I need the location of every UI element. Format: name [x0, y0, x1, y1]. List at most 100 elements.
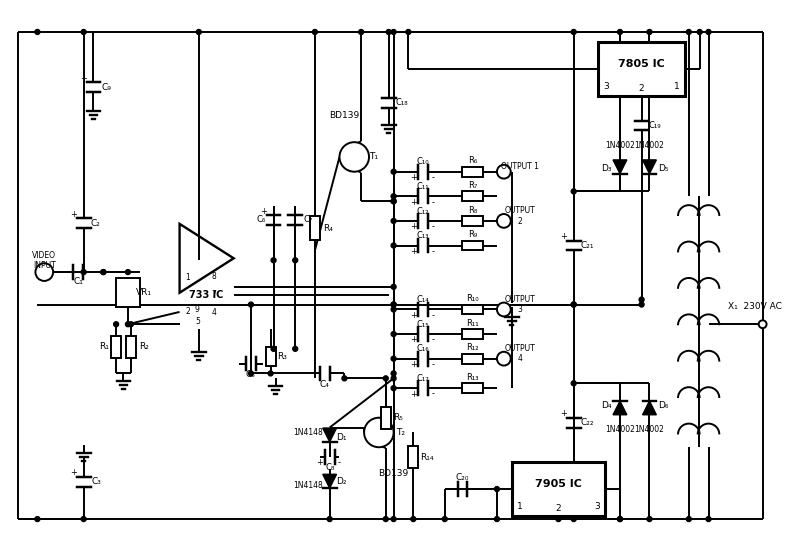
Text: 2: 2 [555, 504, 562, 513]
Bar [380, 407, 391, 429]
Bar [598, 42, 685, 96]
Bar [462, 241, 483, 251]
Circle shape [494, 517, 499, 521]
Text: VIDEO
INPUT: VIDEO INPUT [32, 251, 56, 270]
Text: 2: 2 [185, 307, 190, 316]
Polygon shape [323, 474, 336, 488]
Bar [266, 347, 275, 366]
Circle shape [392, 517, 396, 521]
Text: -: - [431, 198, 434, 207]
Circle shape [36, 263, 53, 281]
Text: C₂₁: C₂₁ [581, 241, 594, 250]
Text: 5: 5 [195, 317, 200, 326]
Text: 7805 IC: 7805 IC [619, 59, 665, 69]
Bar [462, 329, 483, 339]
Circle shape [392, 302, 396, 307]
Circle shape [392, 302, 396, 307]
Text: 1N4002: 1N4002 [634, 140, 664, 150]
Text: R₆: R₆ [467, 156, 477, 165]
Circle shape [639, 297, 644, 302]
Text: C₉: C₉ [101, 82, 112, 92]
Text: 3: 3 [594, 502, 600, 511]
Text: 9: 9 [195, 305, 200, 314]
Circle shape [687, 29, 691, 34]
Text: R₇: R₇ [467, 181, 477, 190]
Circle shape [114, 322, 119, 327]
Text: +: + [410, 247, 417, 256]
Text: D₃: D₃ [601, 164, 611, 173]
Bar [462, 216, 483, 226]
Text: R₈: R₈ [467, 206, 477, 215]
Circle shape [342, 376, 347, 381]
Text: +: + [410, 311, 417, 320]
Text: +: + [560, 232, 567, 241]
Circle shape [392, 284, 396, 289]
Text: +: + [410, 360, 417, 369]
Circle shape [392, 371, 396, 376]
Circle shape [639, 302, 644, 307]
Text: D₂: D₂ [336, 477, 346, 486]
Circle shape [494, 487, 499, 492]
Text: -: - [431, 247, 434, 256]
Text: +: + [260, 207, 267, 216]
Text: +: + [316, 458, 324, 467]
Text: +: + [80, 74, 87, 83]
Text: BD139: BD139 [378, 469, 409, 478]
Text: D₆: D₆ [658, 401, 668, 410]
Bar [512, 462, 605, 516]
Circle shape [759, 320, 766, 328]
Text: +: + [410, 198, 417, 207]
Circle shape [196, 29, 201, 34]
Text: C₅: C₅ [246, 370, 255, 379]
Circle shape [248, 302, 253, 307]
Circle shape [571, 517, 576, 521]
Bar [462, 354, 483, 363]
Circle shape [392, 218, 396, 223]
Circle shape [406, 29, 411, 34]
Circle shape [571, 302, 576, 307]
Text: -: - [431, 222, 434, 231]
Text: C₆: C₆ [256, 216, 266, 225]
Bar [116, 278, 140, 307]
Text: 7: 7 [211, 290, 217, 299]
Text: C₂₀: C₂₀ [456, 473, 469, 482]
Text: -: - [431, 173, 434, 182]
Circle shape [571, 29, 576, 34]
Text: +: + [410, 390, 417, 399]
Text: 8: 8 [212, 273, 217, 281]
Circle shape [571, 189, 576, 194]
Circle shape [268, 371, 273, 376]
Circle shape [411, 517, 416, 521]
Circle shape [101, 270, 106, 274]
Circle shape [392, 194, 396, 199]
Text: +: + [70, 210, 78, 219]
Text: C₁₀: C₁₀ [417, 158, 430, 166]
Circle shape [706, 29, 711, 34]
Text: BD139: BD139 [329, 111, 360, 120]
Text: 1N4002: 1N4002 [605, 425, 635, 434]
Circle shape [392, 307, 396, 312]
Text: -: - [338, 458, 341, 467]
Circle shape [384, 517, 388, 521]
Text: C₁₈: C₁₈ [396, 98, 408, 107]
Polygon shape [613, 160, 626, 174]
Polygon shape [613, 401, 626, 415]
Bar [310, 216, 320, 241]
Circle shape [392, 356, 396, 361]
Text: C₁₃: C₁₃ [417, 231, 430, 240]
Circle shape [293, 346, 297, 351]
Bar [462, 305, 483, 315]
Text: C₈: C₈ [325, 463, 335, 472]
Circle shape [327, 517, 332, 521]
Text: D₅: D₅ [658, 164, 668, 173]
Circle shape [687, 517, 691, 521]
Bar [462, 167, 483, 176]
Text: -: - [431, 360, 434, 369]
Text: C₁₇: C₁₇ [417, 374, 430, 383]
Circle shape [571, 302, 576, 307]
Circle shape [126, 270, 131, 274]
Text: OUTPUT
3: OUTPUT 3 [504, 295, 535, 314]
Circle shape [647, 29, 652, 34]
Circle shape [556, 517, 561, 521]
Circle shape [442, 517, 447, 521]
